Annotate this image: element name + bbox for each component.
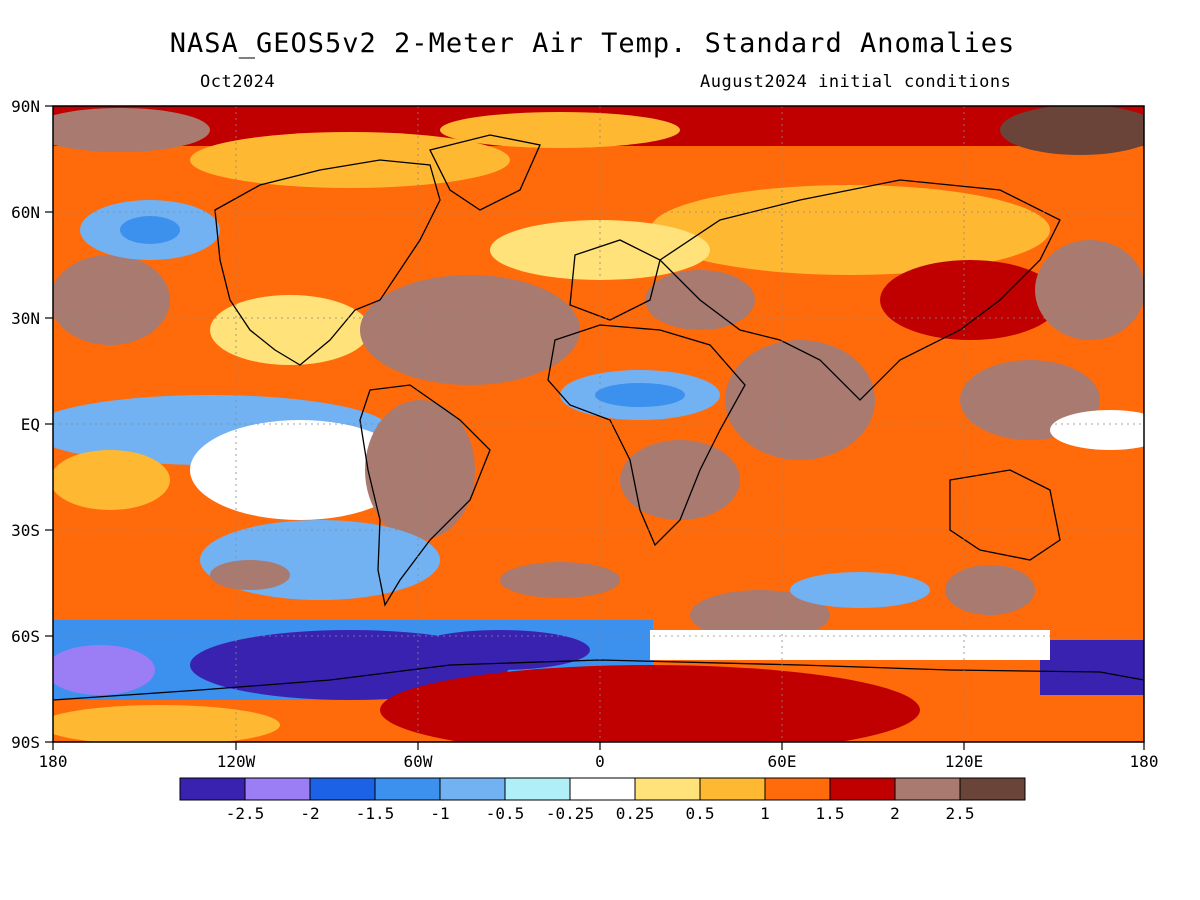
arctic-orange <box>440 112 680 148</box>
colorbar-swatch <box>829 777 896 801</box>
colorbar-swatch <box>764 777 831 801</box>
lon-label-180w: 180 <box>39 752 68 771</box>
lat-label-60s: 60S <box>11 627 40 646</box>
colorbar-swatch <box>634 777 701 801</box>
lat-label-eq: EQ <box>21 415 40 434</box>
colorbar-swatch <box>244 777 311 801</box>
colorbar-swatch <box>504 777 571 801</box>
colorbar-label: -2.5 <box>226 804 265 823</box>
west-pacific-brown <box>1035 240 1144 340</box>
lon-label-60e: 60E <box>768 752 797 771</box>
antarctica-coast <box>53 659 1144 701</box>
lat-label-30s: 30S <box>11 521 40 540</box>
antarctica-orange <box>53 705 280 742</box>
lon-label-60w: 60W <box>404 752 433 771</box>
lon-label-0: 0 <box>595 752 605 771</box>
greenland-coast <box>429 134 541 211</box>
southern-ocean-lavender <box>53 645 155 695</box>
colorbar-label: 0.25 <box>616 804 655 823</box>
lat-label-60n: 60N <box>11 203 40 222</box>
southern-ocean-white <box>650 630 1050 660</box>
colorbar-swatch <box>179 777 246 801</box>
colorbar-swatch <box>959 777 1026 801</box>
valid-month-label: Oct2024 <box>200 72 276 92</box>
colorbar-label: 1 <box>760 804 770 823</box>
colorbar-label: 2 <box>890 804 900 823</box>
colorbar-label: 1.5 <box>816 804 845 823</box>
asia-orange <box>650 185 1050 275</box>
southern-indian-blue <box>790 572 930 608</box>
colorbar-swatch <box>569 777 636 801</box>
anomaly-field <box>53 106 1144 742</box>
north-pacific-blue-core <box>120 216 180 244</box>
south-america-brown <box>365 400 475 540</box>
lat-label-90n: 90N <box>11 97 40 116</box>
sahel-blue-core <box>595 383 685 407</box>
north-pacific-brown <box>53 255 170 345</box>
map-title: NASA_GEOS5v2 2-Meter Air Temp. Standard … <box>169 28 1016 59</box>
colorbar-swatch <box>699 777 766 801</box>
lon-label-180e: 180 <box>1130 752 1159 771</box>
south-america-coast <box>359 384 491 607</box>
australia-coast <box>949 469 1061 561</box>
colorbar-swatch <box>374 777 441 801</box>
east-pacific-yellow <box>210 295 370 365</box>
coastlines <box>53 134 1144 701</box>
east-southern-ocean-purple <box>1040 640 1144 695</box>
south-pacific-brown <box>210 560 290 590</box>
south-atlantic-purple <box>410 630 590 670</box>
equatorial-pacific-white <box>190 420 410 520</box>
west-pacific-white <box>1050 410 1144 450</box>
africa-coast <box>547 324 746 547</box>
east-asia-red <box>880 260 1060 340</box>
colorbar-swatch <box>309 777 376 801</box>
arabian-sea-brown <box>725 340 875 460</box>
atlantic-brown <box>360 275 580 385</box>
colorbar-label: -0.5 <box>486 804 525 823</box>
colorbar-swatch <box>439 777 506 801</box>
colorbar-label: -0.25 <box>546 804 594 823</box>
colorbar: -2.5 -2 -1.5 -1 -0.5 -0.25 0.25 0.5 1 1.5 2 2.5 <box>179 777 1026 823</box>
lat-label-90s: 90S <box>11 733 40 752</box>
axis-ticks <box>45 105 1145 750</box>
pacific-orange <box>53 450 170 510</box>
colorbar-swatch <box>894 777 961 801</box>
init-conditions-label: August2024 initial conditions <box>700 72 1012 92</box>
southern-indian-brown <box>690 590 830 640</box>
north-america-coast <box>214 159 441 366</box>
lon-label-120e: 120E <box>945 752 984 771</box>
colorbar-label: -1 <box>430 804 449 823</box>
south-of-australia-brown <box>945 565 1035 615</box>
colorbar-label: 2.5 <box>946 804 975 823</box>
north-america-arctic-orange <box>190 132 510 188</box>
graticule <box>53 106 1144 742</box>
colorbar-label: 0.5 <box>686 804 715 823</box>
colorbar-label: -2 <box>300 804 319 823</box>
europe-coast <box>569 239 661 321</box>
africa-brown <box>620 440 740 520</box>
lon-label-120w: 120W <box>217 752 256 771</box>
south-atlantic-brown <box>500 562 620 598</box>
arctic-brown-west <box>53 108 210 152</box>
arctic-brown-east <box>1000 106 1144 155</box>
asia-coast <box>658 179 1061 401</box>
antarctica-red <box>380 665 920 742</box>
lat-label-30n: 30N <box>11 309 40 328</box>
colorbar-label: -1.5 <box>356 804 395 823</box>
